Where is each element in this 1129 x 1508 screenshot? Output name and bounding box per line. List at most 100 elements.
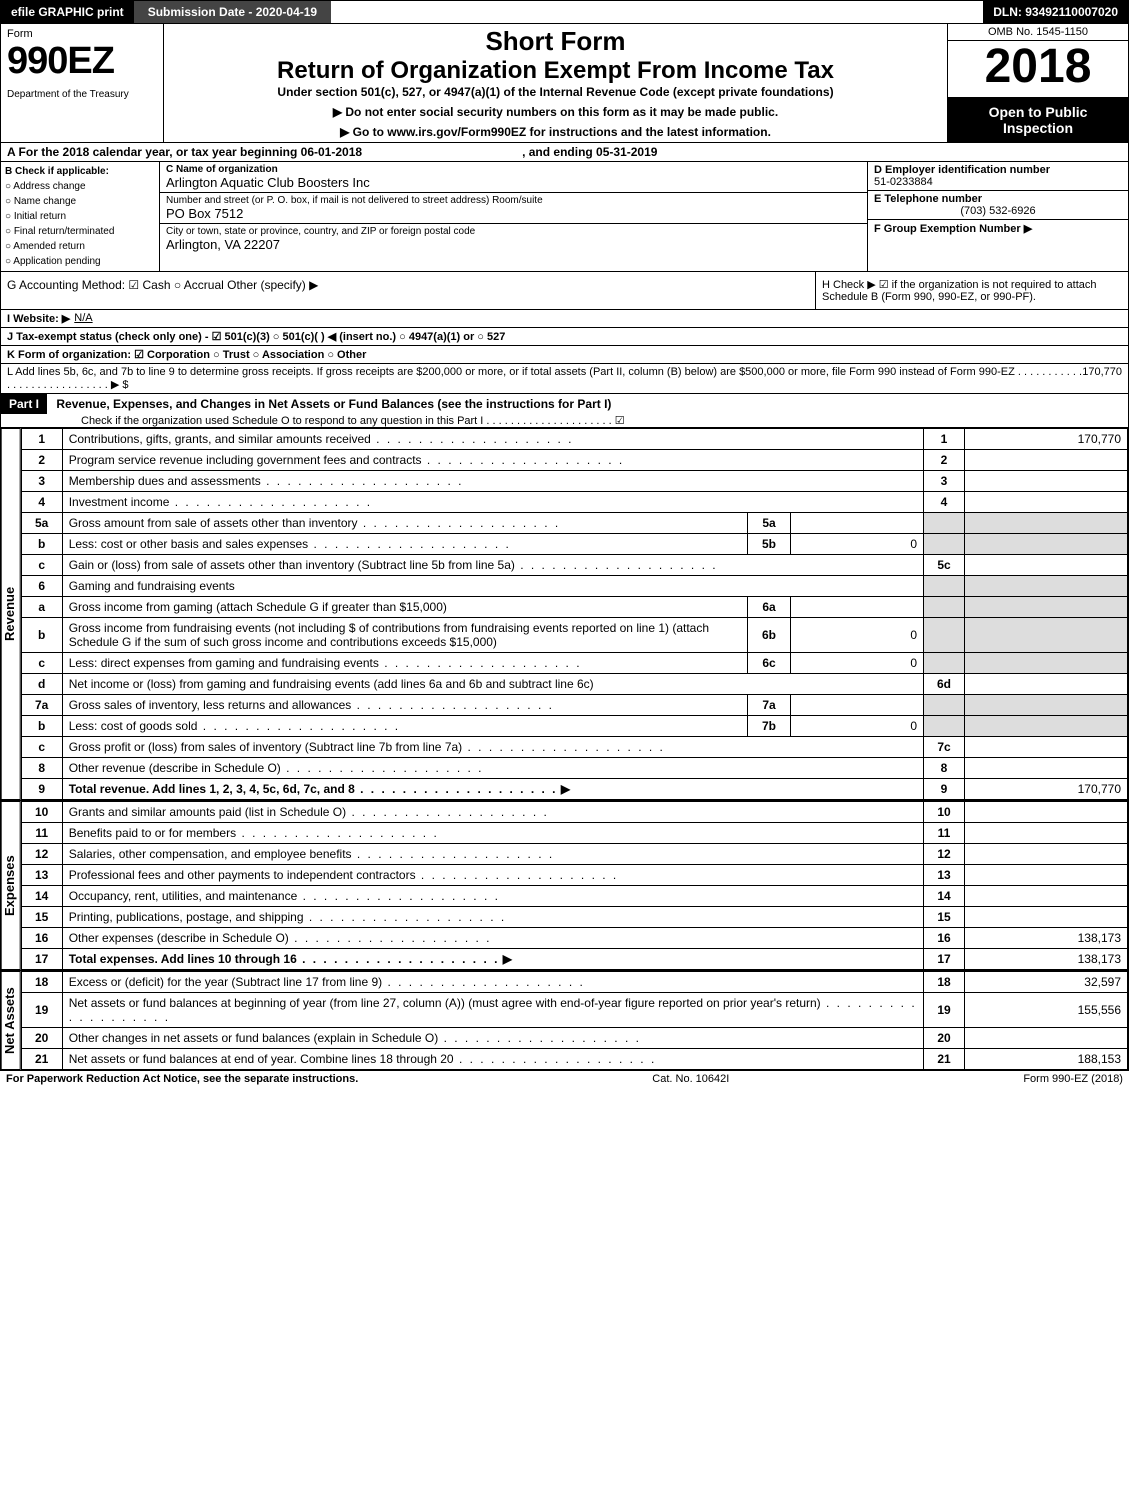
- expenses-section: Expenses 10Grants and similar amounts pa…: [0, 801, 1129, 971]
- org-name-label: C Name of organization: [166, 164, 861, 175]
- accounting-method-row: G Accounting Method: ☑ Cash ○ Accrual Ot…: [0, 272, 1129, 310]
- ein-label: D Employer identification number: [874, 164, 1122, 176]
- form-number-block: Form 990EZ Department of the Treasury: [1, 24, 164, 142]
- line-7c: cGross profit or (loss) from sales of in…: [21, 737, 1127, 758]
- line-4: 4Investment income4: [21, 492, 1127, 513]
- accounting-method[interactable]: G Accounting Method: ☑ Cash ○ Accrual Ot…: [1, 272, 815, 309]
- line-9-desc: Total revenue. Add lines 1, 2, 3, 4, 5c,…: [69, 782, 558, 796]
- line-17-desc: Total expenses. Add lines 10 through 16: [69, 952, 500, 966]
- line-7a: 7aGross sales of inventory, less returns…: [21, 695, 1127, 716]
- spacer: [331, 1, 983, 23]
- phone-label: E Telephone number: [874, 193, 1122, 205]
- group-exemption-label: F Group Exemption Number ▶: [874, 222, 1122, 235]
- tax-exempt-status-row[interactable]: J Tax-exempt status (check only one) - ☑…: [0, 328, 1129, 346]
- part-1-title: Revenue, Expenses, and Changes in Net As…: [50, 395, 617, 413]
- check-address-change[interactable]: Address change: [5, 179, 155, 194]
- line-9: 9Total revenue. Add lines 1, 2, 3, 4, 5c…: [21, 779, 1127, 800]
- submission-date: Submission Date - 2020-04-19: [134, 1, 331, 23]
- form-title: Return of Organization Exempt From Incom…: [172, 57, 939, 85]
- line-21: 21Net assets or fund balances at end of …: [21, 1049, 1127, 1070]
- line-12: 12Salaries, other compensation, and empl…: [21, 844, 1127, 865]
- check-application-pending[interactable]: Application pending: [5, 254, 155, 269]
- line-7b: bLess: cost of goods sold7b0: [21, 716, 1127, 737]
- net-assets-table: 18Excess or (deficit) for the year (Subt…: [21, 971, 1128, 1070]
- net-assets-side-label: Net Assets: [1, 971, 21, 1070]
- header-right: OMB No. 1545-1150 2018 Open to Public In…: [947, 24, 1128, 142]
- line-6: 6Gaming and fundraising events: [21, 576, 1127, 597]
- footer-catalog: Cat. No. 10642I: [652, 1073, 729, 1085]
- org-info-block: B Check if applicable: Address change Na…: [0, 162, 1129, 272]
- instructions-link[interactable]: ▶ Go to www.irs.gov/Form990EZ for instru…: [172, 125, 939, 139]
- line-6c: cLess: direct expenses from gaming and f…: [21, 653, 1127, 674]
- part-1-badge: Part I: [1, 394, 47, 414]
- line-16: 16Other expenses (describe in Schedule O…: [21, 928, 1127, 949]
- check-amended-return[interactable]: Amended return: [5, 239, 155, 254]
- id-phone-column: D Employer identification number 51-0233…: [868, 162, 1128, 271]
- website-row: I Website: ▶ N/A: [0, 310, 1129, 328]
- line-11: 11Benefits paid to or for members11: [21, 823, 1127, 844]
- check-final-return[interactable]: Final return/terminated: [5, 224, 155, 239]
- footer-right: Form 990-EZ (2018): [1023, 1073, 1123, 1085]
- tax-exempt-label: J Tax-exempt status (check only one) - ☑…: [7, 330, 505, 343]
- arrow-icon: ▶: [561, 782, 570, 796]
- omb-number: OMB No. 1545-1150: [948, 24, 1128, 41]
- line-3: 3Membership dues and assessments3: [21, 471, 1127, 492]
- period-begin: A For the 2018 calendar year, or tax yea…: [7, 145, 362, 159]
- street-label: Number and street (or P. O. box, if mail…: [166, 195, 861, 206]
- city-value: Arlington, VA 22207: [166, 237, 861, 252]
- line-2: 2Program service revenue including gover…: [21, 450, 1127, 471]
- line-18: 18Excess or (deficit) for the year (Subt…: [21, 972, 1127, 993]
- expenses-side-label: Expenses: [1, 801, 21, 970]
- footer-left: For Paperwork Reduction Act Notice, see …: [6, 1073, 358, 1085]
- schedule-b-check[interactable]: H Check ▶ ☑ if the organization is not r…: [815, 272, 1128, 309]
- expenses-table: 10Grants and similar amounts paid (list …: [21, 801, 1128, 970]
- gross-receipts-value: 170,770: [1082, 366, 1122, 391]
- dln-label: DLN: 93492110007020: [983, 1, 1128, 23]
- line-17: 17Total expenses. Add lines 10 through 1…: [21, 949, 1127, 970]
- tax-period-row: A For the 2018 calendar year, or tax yea…: [0, 143, 1129, 162]
- line-10: 10Grants and similar amounts paid (list …: [21, 802, 1127, 823]
- period-end: , and ending 05-31-2019: [522, 145, 657, 159]
- form-label: Form: [7, 28, 157, 40]
- name-address-column: C Name of organization Arlington Aquatic…: [160, 162, 868, 271]
- line-19: 19Net assets or fund balances at beginni…: [21, 993, 1127, 1028]
- line-15: 15Printing, publications, postage, and s…: [21, 907, 1127, 928]
- city-label: City or town, state or province, country…: [166, 226, 861, 237]
- checkbox-column: B Check if applicable: Address change Na…: [1, 162, 160, 271]
- line-13: 13Professional fees and other payments t…: [21, 865, 1127, 886]
- line-5a: 5aGross amount from sale of assets other…: [21, 513, 1127, 534]
- form-of-org-row[interactable]: K Form of organization: ☑ Corporation ○ …: [0, 346, 1129, 364]
- form-title-block: Short Form Return of Organization Exempt…: [164, 24, 947, 142]
- dept-label: Department of the Treasury: [7, 89, 157, 100]
- line-14: 14Occupancy, rent, utilities, and mainte…: [21, 886, 1127, 907]
- ssn-warning: ▶ Do not enter social security numbers o…: [172, 105, 939, 119]
- short-form-heading: Short Form: [172, 26, 939, 57]
- ein-value: 51-0233884: [874, 176, 1122, 188]
- form-of-org-label: K Form of organization: ☑ Corporation ○ …: [7, 348, 366, 361]
- revenue-side-label: Revenue: [1, 428, 21, 800]
- efile-label[interactable]: efile GRAPHIC print: [1, 1, 134, 23]
- line-6a: aGross income from gaming (attach Schedu…: [21, 597, 1127, 618]
- part-1-check[interactable]: Check if the organization used Schedule …: [1, 414, 1128, 427]
- part-1-header-row: Part I Revenue, Expenses, and Changes in…: [0, 394, 1129, 428]
- section-b-label: B Check if applicable:: [5, 166, 109, 177]
- net-assets-section: Net Assets 18Excess or (deficit) for the…: [0, 971, 1129, 1071]
- page-footer: For Paperwork Reduction Act Notice, see …: [0, 1071, 1129, 1087]
- gross-receipts-row: L Add lines 5b, 6c, and 7b to line 9 to …: [0, 364, 1129, 394]
- org-name: Arlington Aquatic Club Boosters Inc: [166, 175, 861, 190]
- top-bar: efile GRAPHIC print Submission Date - 20…: [0, 0, 1129, 24]
- revenue-section: Revenue 1Contributions, gifts, grants, a…: [0, 428, 1129, 801]
- line-6d: dNet income or (loss) from gaming and fu…: [21, 674, 1127, 695]
- arrow-icon: ▶: [503, 952, 512, 966]
- check-initial-return[interactable]: Initial return: [5, 209, 155, 224]
- form-subtitle: Under section 501(c), 527, or 4947(a)(1)…: [172, 85, 939, 99]
- check-name-change[interactable]: Name change: [5, 194, 155, 209]
- form-header: Form 990EZ Department of the Treasury Sh…: [0, 24, 1129, 143]
- line-6b: bGross income from fundraising events (n…: [21, 618, 1127, 653]
- tax-year: 2018: [948, 41, 1128, 98]
- gross-receipts-text: L Add lines 5b, 6c, and 7b to line 9 to …: [7, 366, 1082, 391]
- website-value: N/A: [74, 312, 92, 325]
- street-value: PO Box 7512: [166, 206, 861, 221]
- line-1: 1Contributions, gifts, grants, and simil…: [21, 429, 1127, 450]
- line-8: 8Other revenue (describe in Schedule O)8: [21, 758, 1127, 779]
